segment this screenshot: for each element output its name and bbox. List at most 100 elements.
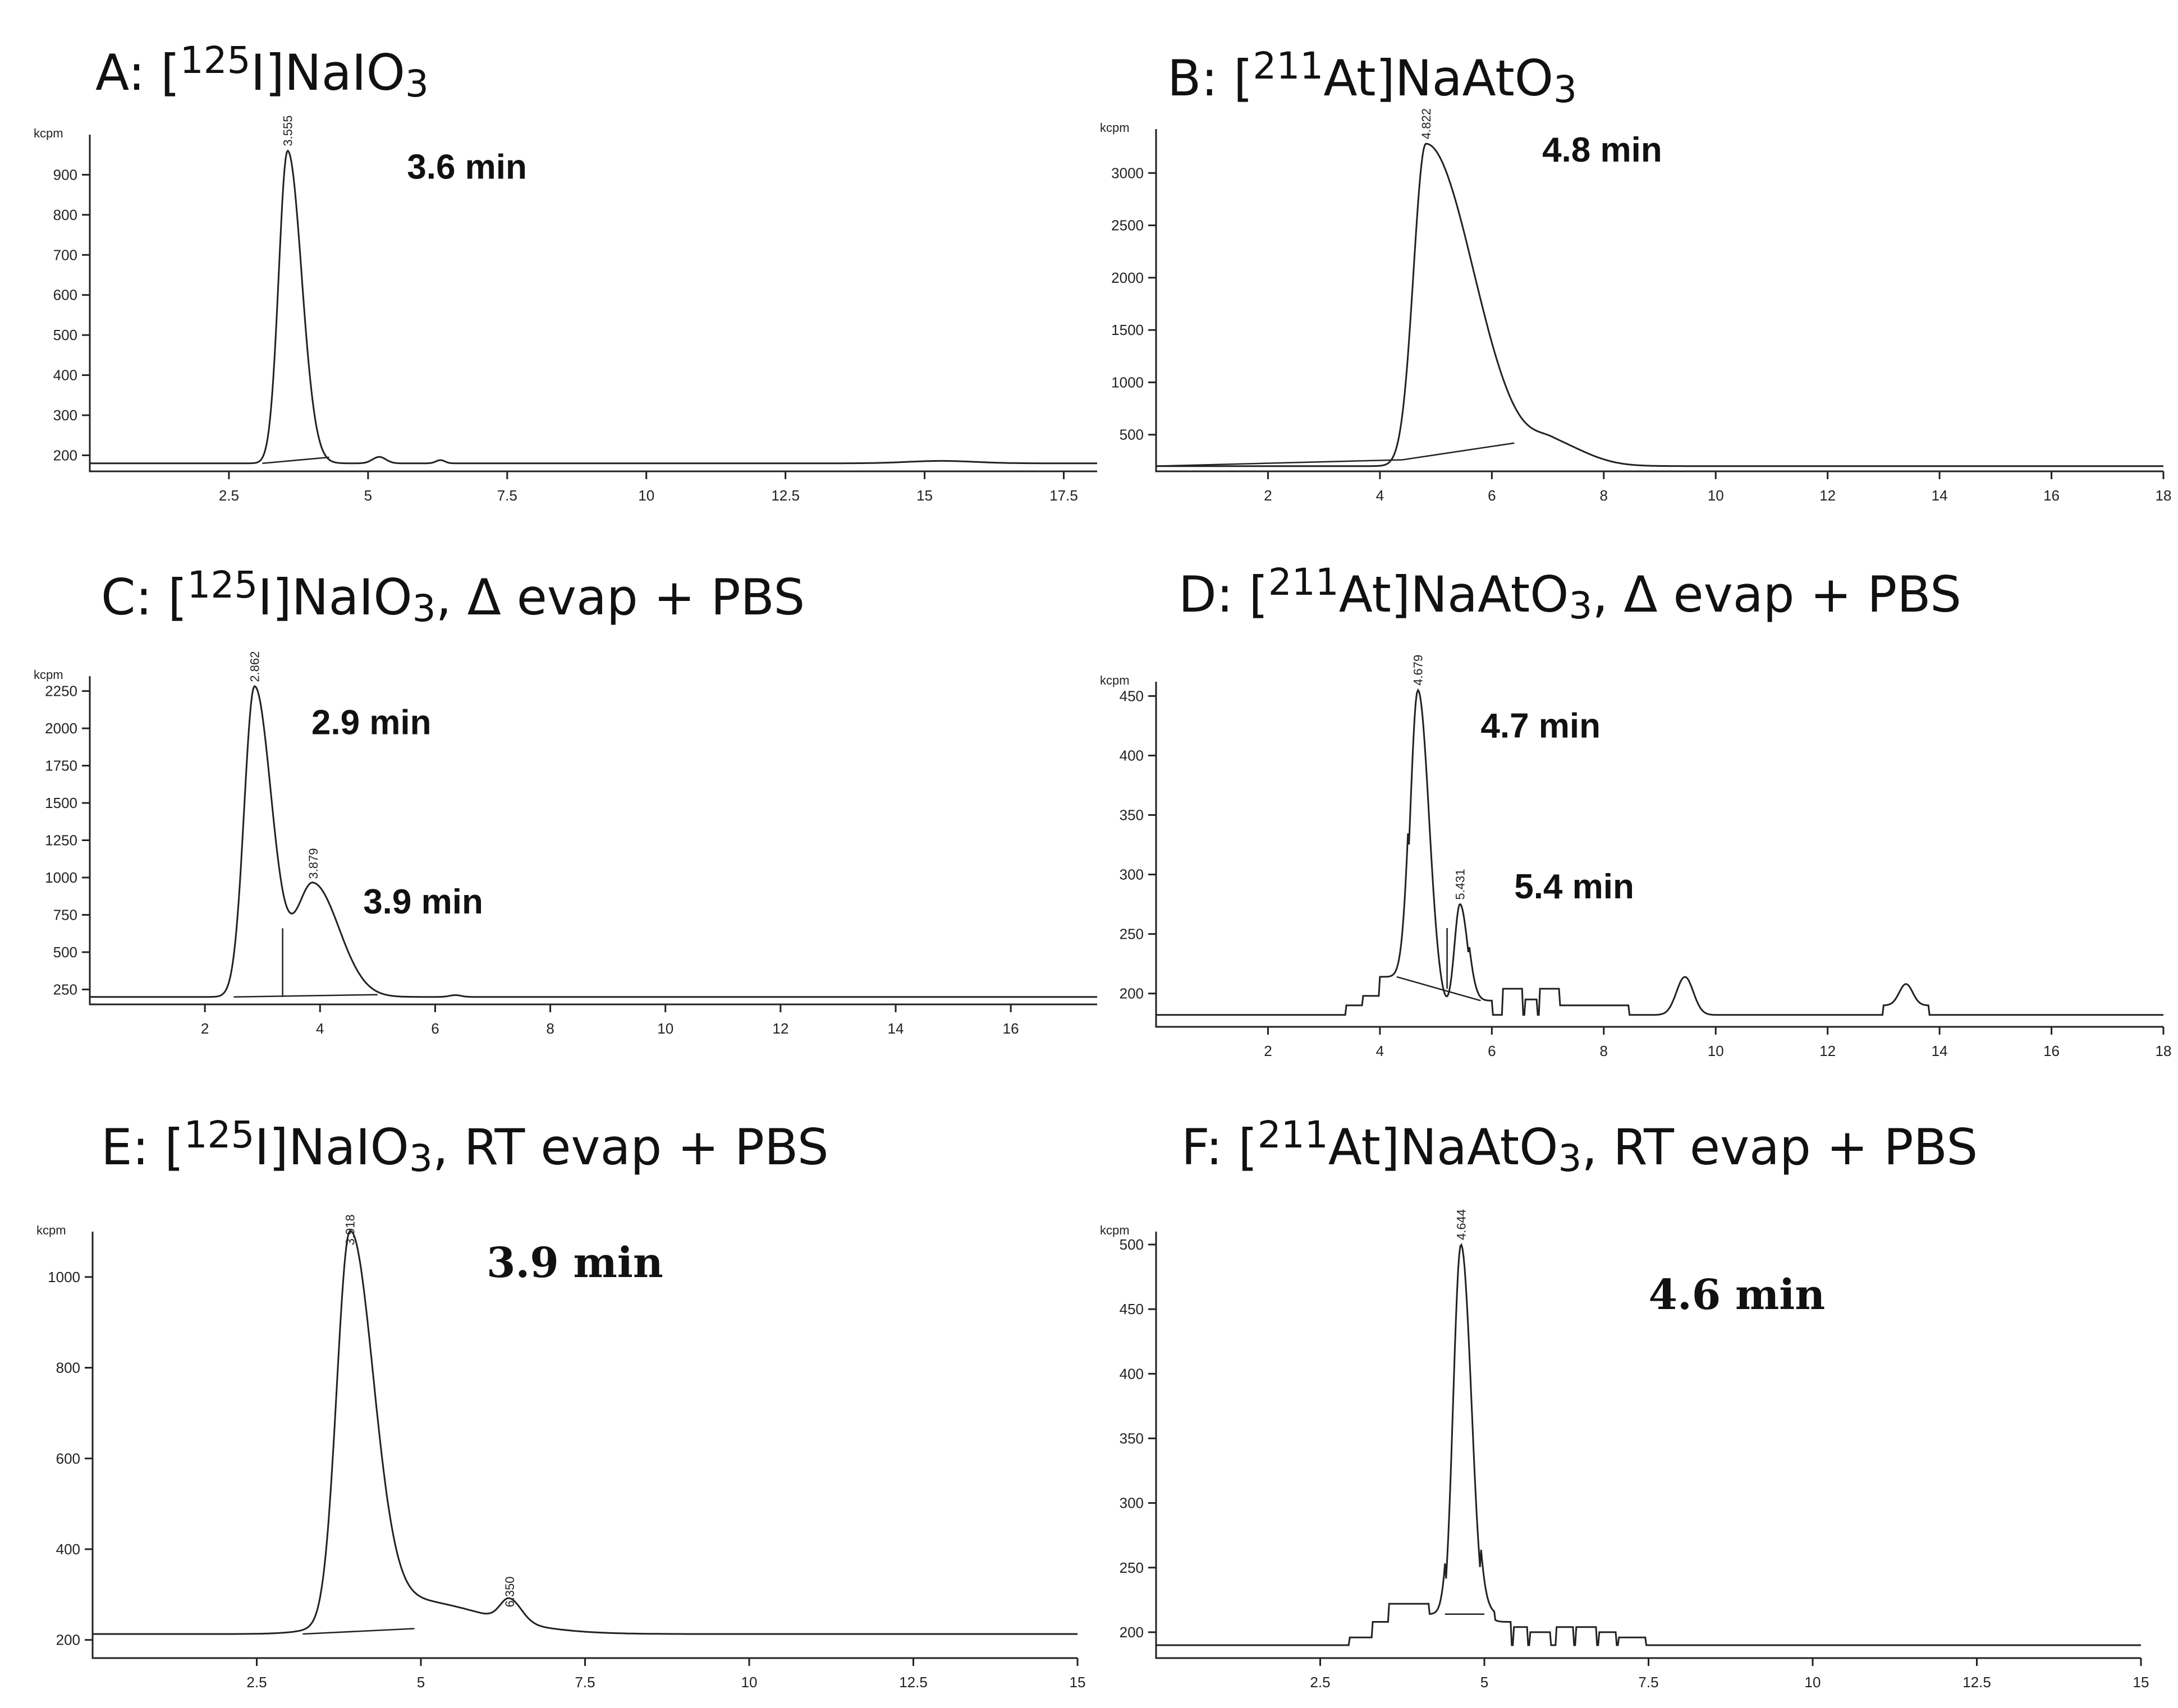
- panel-d-x-tick-label: 8: [1600, 1043, 1608, 1059]
- panel-c-iodate-heat-evap-chromatogram: C: [125I]NaIO3, Δ evap + PBS kcpm 250 500 7…: [34, 563, 1097, 1037]
- panel-e-y-tick-label: 800: [56, 1360, 80, 1376]
- panel-b-retention-time-annotation: 4.8 min: [1542, 131, 1662, 169]
- panel-d-x-tick-label: 10: [1708, 1043, 1724, 1059]
- panel-e-x-tick-label: 5: [417, 1674, 425, 1691]
- panel-f-y-tick-label: 300: [1120, 1495, 1144, 1512]
- panel-f-y-unit-label: kcpm: [1100, 1223, 1130, 1237]
- panel-d-x-tick-label: 2: [1264, 1043, 1272, 1059]
- panel-c-y-tick-label: 2250: [45, 683, 77, 700]
- panel-a-y-tick-label: 900: [53, 166, 77, 183]
- panel-e-y-tick-label: 400: [56, 1541, 80, 1558]
- panel-c-x-tick-label: 10: [657, 1020, 673, 1037]
- panel-c-y-tick-label: 1750: [45, 757, 77, 774]
- panel-f-y-tick-label: 450: [1120, 1301, 1144, 1317]
- panel-a-x-tick-label: 17.5: [1049, 487, 1078, 504]
- panel-a-x-tick-label: 10: [638, 487, 654, 504]
- panel-c-y-tick-label: 500: [53, 944, 77, 961]
- panel-f-y-tick-label: 400: [1120, 1365, 1144, 1382]
- panel-d-astatate-heat-evap-chromatogram: D: [211At]NaAtO3, Δ evap + PBS kcpm20025…: [1100, 561, 2171, 1059]
- panel-f-y-tick-label: 500: [1120, 1236, 1144, 1253]
- panel-f-y-tick-label: 350: [1120, 1430, 1144, 1447]
- panel-d-y-tick-label: 450: [1120, 687, 1144, 704]
- panel-d-y-tick-label: 300: [1120, 866, 1144, 883]
- panel-a-x-tick-label: 12.5: [771, 487, 800, 504]
- panel-a-y-tick-label: 500: [53, 327, 77, 343]
- panel-f-x-tick-label: 12.5: [1963, 1674, 1991, 1691]
- panel-d-x-tick-label: 14: [1932, 1043, 1948, 1059]
- panel-d-y-tick-label: 400: [1120, 747, 1144, 764]
- panel-d-trace: [1156, 688, 2163, 1016]
- panel-a-x-tick-label: 7.5: [497, 487, 517, 504]
- panel-a-x-tick-label: 5: [364, 487, 372, 504]
- panel-d-integration-baseline: [1396, 976, 1481, 1002]
- panel-e-title: E: [125I]NaIO3, RT evap + PBS: [101, 1113, 829, 1180]
- panel-e-x-tick-label: 12.5: [899, 1674, 928, 1691]
- panel-f-y-tick-label: 200: [1120, 1624, 1144, 1641]
- panel-c-x-tick-label: 6: [431, 1020, 439, 1037]
- panel-c-integration-baseline: [233, 994, 378, 998]
- panel-a-retention-time-annotation: 3.6 min: [407, 148, 527, 187]
- panel-b-astatate-chromatogram: B: [211At]NaAtO3 kcpm 500 1000 1500 2000 2500…: [1100, 44, 2171, 504]
- panel-c-retention-time-annotation: 3.9 min: [363, 883, 483, 921]
- panel-c-x-tick-label: 16: [1003, 1020, 1019, 1037]
- panel-e-integration-baseline: [302, 1628, 415, 1635]
- panel-a-y-tick-label: 400: [53, 367, 77, 384]
- panel-a-integration-baseline: [262, 456, 329, 464]
- panel-c-y-unit-label: kcpm: [34, 668, 63, 682]
- panel-e-trace: [93, 1230, 1077, 1635]
- panel-a-trace: [90, 149, 1097, 465]
- panel-a-y-tick-label: 700: [53, 246, 77, 263]
- panel-c-axes: [89, 676, 1097, 1005]
- panel-c-y-tick-label: 1500: [45, 795, 77, 811]
- panel-c-y-tick-label: 2000: [45, 720, 77, 737]
- panel-e-x-tick-label: 10: [741, 1674, 758, 1691]
- panel-e-y-tick-label: 600: [56, 1450, 80, 1467]
- panel-b-x-tick-label: 10: [1708, 487, 1724, 504]
- panel-e-x-tick-label: 2.5: [246, 1674, 267, 1691]
- panel-d-y-tick-label: 250: [1120, 926, 1144, 943]
- panel-d-title: D: [211At]NaAtO3, Δ evap + PBS: [1179, 561, 1961, 627]
- panel-c-x-tick-label: 2: [201, 1020, 209, 1037]
- panel-a-y-unit-label: kcpm: [34, 126, 63, 140]
- panel-c-y-tick-label: 1000: [45, 869, 77, 886]
- panel-f-astatate-rt-evap-chromatogram: F: [211At]NaAtO3, RT evap + PBS kcpm 200 2…: [1100, 1113, 2149, 1691]
- panel-b-x-tick-label: 2: [1264, 487, 1272, 504]
- panel-b-y-unit-label: kcpm: [1100, 121, 1130, 135]
- panel-d-x-tick-label: 4: [1376, 1043, 1384, 1059]
- panel-e-x-tick-label: 15: [1070, 1674, 1086, 1691]
- panel-d-retention-time-annotation: 5.4 min: [1514, 867, 1634, 906]
- panel-e-y-tick-label: 200: [56, 1632, 80, 1649]
- panel-c-retention-time-annotation: 2.9 min: [311, 704, 432, 742]
- panel-b-x-tick-label: 4: [1376, 487, 1384, 504]
- panel-b-x-tick-label: 18: [2156, 487, 2172, 504]
- panel-b-y-tick-label: 2500: [1111, 217, 1144, 234]
- panel-b-x-tick-label: 14: [1932, 487, 1948, 504]
- panel-b-title: B: [211At]NaAtO3: [1167, 44, 1577, 111]
- panel-e-retention-time-annotation: 3.9 min: [487, 1239, 663, 1287]
- panel-c-y-tick-label: 750: [53, 906, 77, 923]
- panel-a-y-tick-label: 600: [53, 287, 77, 304]
- panel-b-x-tick-label: 8: [1600, 487, 1608, 504]
- panel-d-y-tick-label: 350: [1120, 807, 1144, 824]
- panel-c-peak-label: 3.879: [306, 848, 320, 879]
- panel-e-iodate-rt-evap-chromatogram: E: [125I]NaIO3, RT evap + PBS kcpm 200 400…: [36, 1113, 1085, 1691]
- panel-b-x-tick-label: 16: [2043, 487, 2060, 504]
- panel-b-y-tick-label: 1500: [1111, 322, 1144, 338]
- panel-c-y-tick-label: 1250: [45, 832, 77, 849]
- panel-b-y-tick-label: 1000: [1111, 374, 1144, 391]
- panel-b-integration-baseline: [1402, 442, 1515, 461]
- panel-b-x-tick-label: 6: [1488, 487, 1496, 504]
- panel-a-y-tick-label: 800: [53, 206, 77, 223]
- panel-a-x-tick-label: 15: [916, 487, 933, 504]
- panel-d-peak-label: 5.431: [1453, 869, 1468, 900]
- panel-e-peak-label: 6.350: [503, 1576, 517, 1607]
- panel-f-x-tick-label: 5: [1480, 1674, 1488, 1691]
- panel-c-peak-label: 2.862: [248, 651, 262, 682]
- panel-d-x-tick-label: 16: [2043, 1043, 2060, 1059]
- panel-a-y-tick-label: 300: [53, 407, 77, 424]
- panel-b-x-tick-label: 12: [1819, 487, 1836, 504]
- panel-c-trace: [90, 685, 1097, 998]
- panel-c-x-tick-label: 12: [772, 1020, 788, 1037]
- panel-b-y-tick-label: 2000: [1111, 269, 1144, 286]
